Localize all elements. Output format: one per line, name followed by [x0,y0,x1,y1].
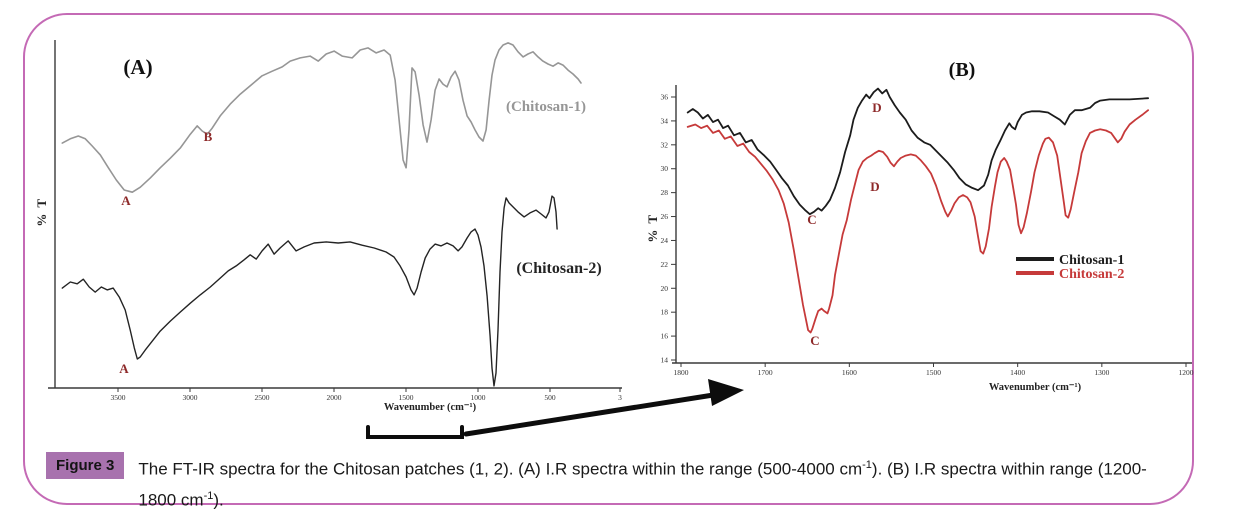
panel-b-peak-annotation-d: D [872,100,881,115]
panel-b-y-tick-label: 32 [661,140,669,149]
panel-a-x-tick-label: 1500 [399,393,414,402]
figure-border [23,13,1194,505]
panel-b-peak-annotation-d: D [870,179,879,194]
panel-b-x-tick-label: 1400 [1010,368,1025,377]
panel-b-x-tick-label: 1800 [674,368,689,377]
panel-b-y-tick-label: 26 [661,212,669,221]
panel-b-peak-annotation-c: C [807,212,816,227]
panel-b-title: (B) [949,59,976,81]
caption-text-segment: The FT-IR spectra for the Chitosan patch… [138,459,863,479]
panel-a-y-axis-label: % T [34,197,49,226]
panel-b-x-axis-label: Wavenumber (cm⁻¹) [989,382,1082,393]
panel-b-x-tick-label: 1700 [758,368,773,377]
panel-a-x-tick-label: 3500 [111,393,126,402]
chitosan-1-curve-panel-b [686,87,1149,216]
caption-text-segment: ). (B) I.R spectra within range (1200- [871,459,1147,479]
zoom-range-bracket [366,425,464,439]
panel-b-x-tick-label: 1200 [1179,368,1194,377]
figure-caption: Figure 3 The FT-IR spectra for the Chito… [46,452,1168,513]
panel-a-x-tick-label: 3 [618,393,622,402]
caption-superscript: -1 [203,489,214,502]
legend-label-chitosan-1: Chitosan-1 [1059,253,1124,268]
panel-b-x-tick-label: 1600 [842,368,857,377]
panel-b-y-tick-label: 28 [661,188,669,197]
caption-superscript: -1 [862,459,872,471]
panel-b-y-tick-label: 36 [661,93,669,102]
panel-a-peak-annotation-a: A [119,361,129,376]
chitosan-2-series-label: (Chitosan-2) [516,260,601,277]
panel-b-y-tick-label: 20 [661,284,669,293]
zoom-arrow-shaft [463,390,729,437]
chitosan-2-curve-panel-b [686,109,1149,334]
panel-b-y-tick-label: 16 [661,332,669,341]
panel-a-x-tick-label: 3000 [183,393,198,402]
panel-b-peak-annotation-c: C [810,333,819,348]
panel-b-y-tick-label: 24 [661,236,669,245]
panel-b-y-tick-label: 18 [661,308,669,317]
panel-b-x-tick-label: 1300 [1094,368,1109,377]
chitosan-2-curve-panel-a [61,195,558,387]
panel-a-peak-annotation-b: B [204,129,213,144]
panel-b-x-tick-label: 1500 [926,368,941,377]
panel-a-x-tick-label: 2000 [327,393,342,402]
panel-a-x-tick-label: 2500 [255,393,270,402]
panel-b-y-tick-label: 34 [661,116,669,125]
panel-a-x-tick-label: 1000 [471,393,486,402]
panel-b-y-tick-label: 30 [661,164,669,173]
figure-label-badge: Figure 3 [46,452,125,479]
panel-b-y-tick-label: 14 [661,356,669,365]
panel-b-y-axis-label: % T [645,213,660,242]
legend-label-chitosan-2: Chitosan-2 [1059,267,1124,282]
zoom-arrow-head [708,379,744,406]
panel-a-peak-annotation-a: A [121,193,131,208]
caption-text-segment: ). [213,490,224,510]
panel-a-x-tick-label: 500 [544,393,556,402]
chitosan-1-series-label: (Chitosan-1) [506,99,586,115]
figure-caption-text: The FT-IR spectra for the Chitosan patch… [138,452,1168,513]
panel-a-x-axis-label: Wavenumber (cm⁻¹) [384,402,477,413]
panel-a-title: (A) [123,55,152,79]
panel-b-y-tick-label: 22 [661,260,669,269]
caption-text-segment: 1800 cm [138,490,204,510]
chitosan-1-curve-panel-a [61,42,582,193]
